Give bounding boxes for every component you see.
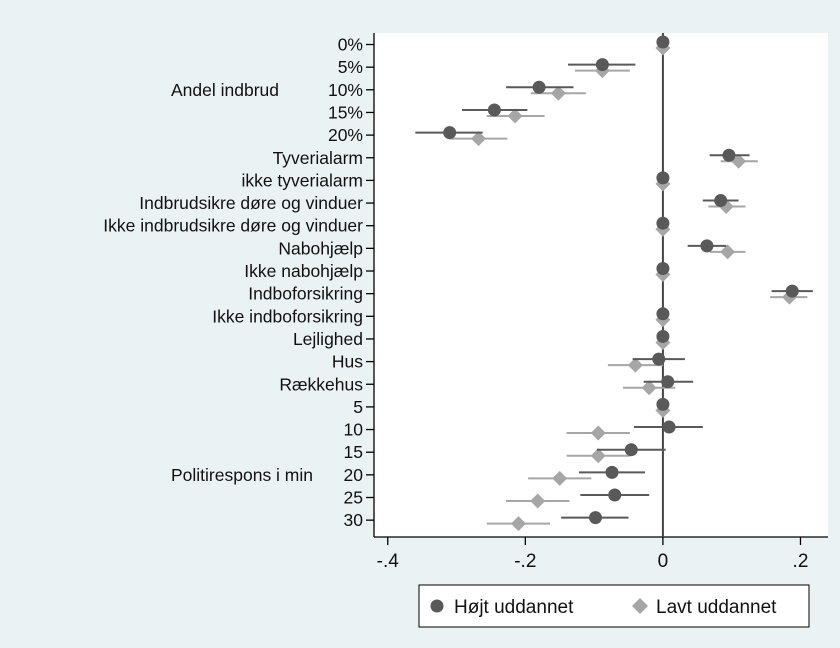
point-marker [590,425,606,441]
group-label: Andel indbrud [171,80,279,100]
category-label: 10 [344,420,364,440]
category-label: Indboforsikring [248,284,363,304]
category-label: Nabohjælp [278,238,363,258]
point-marker [487,103,501,117]
legend: Højt uddannet Lavt uddannet [418,584,810,628]
point-marker [656,262,670,275]
legend-label-hojt: Højt uddannet [454,597,574,618]
point-marker [720,244,736,260]
category-label: Ikke indbrudsikre døre og vinduer [103,216,363,236]
point-marker [627,357,643,373]
point-marker [656,35,670,49]
category-label: 10% [328,80,363,100]
legend-marker-hojt [430,599,444,613]
category-label: 25 [344,488,363,508]
category-label: 20% [328,125,363,145]
point-marker [550,85,566,101]
axes-layer [366,33,828,545]
point-marker [785,284,799,298]
legend-box [418,584,810,628]
point-marker [656,307,670,321]
x-tick-label: -.2 [514,551,536,572]
point-marker [510,516,526,532]
point-marker [588,511,602,525]
marks-layer [415,35,813,532]
x-tick-label: .2 [793,551,809,572]
point-marker [530,493,546,509]
point-marker [661,375,675,389]
x-tick-label: -.4 [377,551,400,572]
category-label: Hus [332,352,363,372]
point-marker [590,448,606,464]
point-marker [471,131,487,147]
point-marker [656,397,670,411]
point-marker [641,380,657,396]
point-marker [700,239,714,253]
plot-area [374,33,828,537]
group-label: Politirespons i min [171,465,313,485]
point-marker [652,352,666,366]
category-label: Rækkehus [279,374,363,394]
category-label: 0% [338,35,363,55]
category-label: ikke tyverialarm [241,170,363,190]
category-label: Ikke nabohjælp [244,261,363,281]
point-marker [722,148,736,162]
x-tick-label: 0 [658,551,669,572]
category-label: Lejlighed [293,329,363,349]
point-marker [507,108,523,124]
point-marker [656,171,670,185]
category-label: 15 [344,442,363,462]
point-marker [532,80,546,94]
point-marker [443,126,457,140]
point-marker [714,194,728,208]
point-marker [605,465,619,479]
category-label: 20 [344,465,364,485]
category-label: 5 [353,397,363,417]
legend-label-lavt: Lavt uddannet [656,597,777,618]
point-marker [552,470,568,486]
point-marker [624,443,638,457]
point-marker [656,329,670,343]
point-marker [595,58,609,72]
category-label: Tyverialarm [273,148,363,168]
point-marker [662,420,676,434]
point-marker [656,216,670,230]
category-label: Ikke indboforsikring [212,306,363,326]
category-label: 5% [338,57,363,77]
point-marker [608,488,622,502]
category-label: 30 [344,510,364,530]
category-label: 15% [328,102,363,122]
category-label: Indbrudsikre døre og vinduer [139,193,363,213]
legend-marker-lavt [632,598,648,614]
